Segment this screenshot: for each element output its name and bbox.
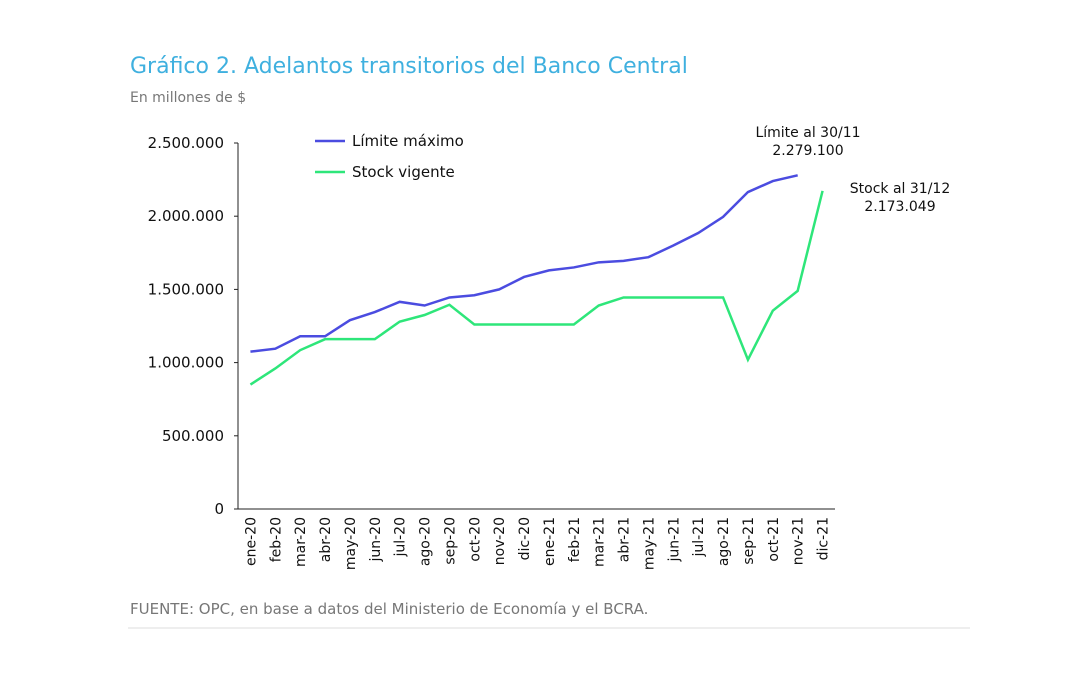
source: FUENTE: OPC, en base a datos del Ministe… xyxy=(130,600,648,618)
y-tick-label: 1.500.000 xyxy=(148,280,224,298)
y-tick-label: 500.000 xyxy=(162,427,224,445)
annotation: 2.279.100 xyxy=(772,143,843,159)
annotation: Stock al 31/12 xyxy=(850,181,950,197)
y-tick-label: 1.000.000 xyxy=(148,354,224,372)
x-tick-label: ene-21 xyxy=(542,517,558,566)
series-line xyxy=(249,190,824,386)
x-tick-label: ago-21 xyxy=(716,517,732,566)
series-line xyxy=(250,174,798,353)
x-tick-label: jun-20 xyxy=(368,517,384,563)
x-tick-label: mar-20 xyxy=(293,517,309,567)
x-tick-label: nov-20 xyxy=(492,517,508,565)
y-tick-label: 2.500.000 xyxy=(148,134,224,152)
x-tick-label: abr-20 xyxy=(318,517,334,562)
x-tick-label: may-21 xyxy=(641,517,657,570)
x-tick-label: feb-21 xyxy=(567,517,583,562)
x-tick-label: mar-21 xyxy=(592,517,608,567)
chart-title: Gráfico 2. Adelantos transitorios del Ba… xyxy=(130,54,688,79)
chart-subtitle: En millones de $ xyxy=(130,90,246,106)
x-tick-label: sep-21 xyxy=(741,517,757,565)
x-tick-label: oct-21 xyxy=(766,517,782,562)
legend-label: Límite máximo xyxy=(352,132,464,150)
x-tick-label: nov-21 xyxy=(791,517,807,565)
x-tick-label: oct-20 xyxy=(467,517,483,562)
x-tick-label: sep-20 xyxy=(442,517,458,565)
y-tick-label: 0 xyxy=(214,500,224,518)
x-tick-label: jul-20 xyxy=(393,517,409,558)
x-tick-label: may-20 xyxy=(343,517,359,570)
x-tick-label: ago-20 xyxy=(418,517,434,566)
legend-label: Stock vigente xyxy=(352,163,455,181)
x-tick-label: jul-21 xyxy=(691,517,707,558)
annotation: 2.173.049 xyxy=(864,199,935,215)
x-tick-label: dic-20 xyxy=(517,517,533,560)
x-tick-label: jun-21 xyxy=(666,517,682,563)
x-tick-label: ene-20 xyxy=(243,517,259,566)
x-tick-label: feb-20 xyxy=(268,517,284,562)
x-tick-label: abr-21 xyxy=(617,517,633,562)
y-tick-label: 2.000.000 xyxy=(148,207,224,225)
x-tick-label: dic-21 xyxy=(816,517,832,560)
annotation: Límite al 30/11 xyxy=(755,125,860,141)
